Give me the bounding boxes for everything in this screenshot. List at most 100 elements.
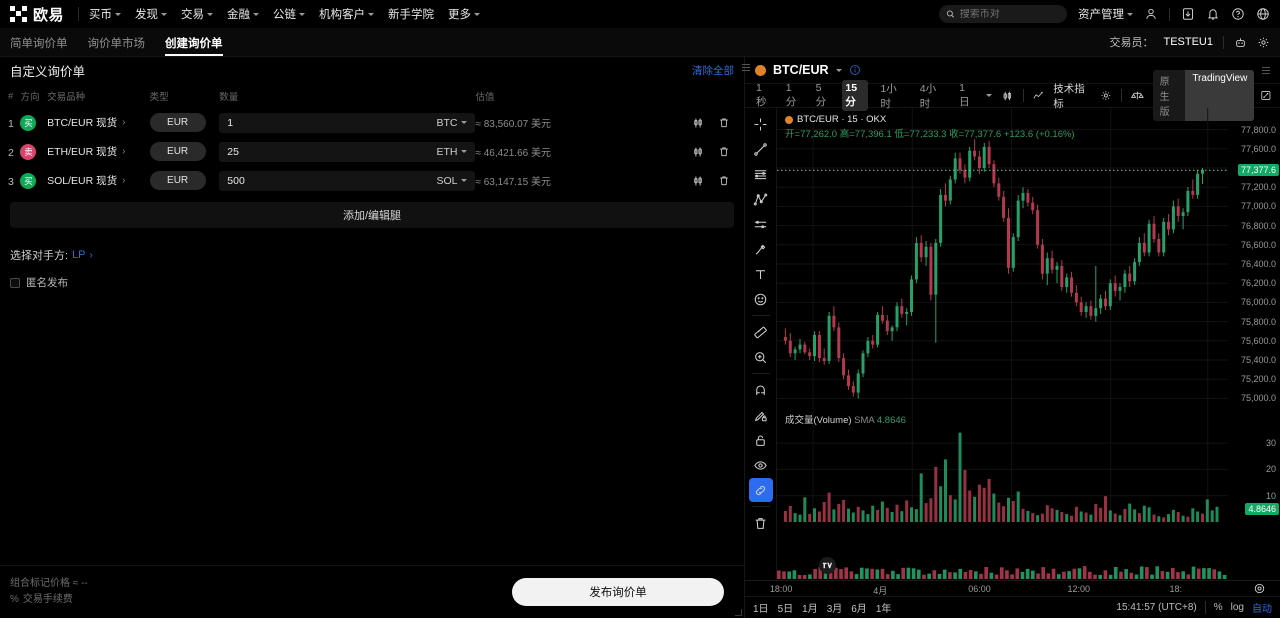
chevron-down-icon[interactable] (986, 94, 992, 97)
bell-icon[interactable] (1206, 7, 1220, 21)
scale-auto-button[interactable]: 自动 (1252, 600, 1272, 615)
scale-log-button[interactable]: log (1231, 602, 1244, 613)
panel-drag-handle[interactable] (742, 64, 750, 71)
direction-badge-buy[interactable]: 买 (20, 173, 36, 189)
delete-icon[interactable] (718, 117, 730, 129)
eye-icon[interactable] (749, 453, 773, 477)
indicators-button[interactable]: 技术指标 (1053, 81, 1091, 111)
tab-rfq-market[interactable]: 询价单市场 (88, 29, 146, 56)
chart-type-icon[interactable] (1001, 90, 1014, 102)
quantity-input[interactable] (227, 175, 436, 187)
candlestick-icon[interactable] (692, 117, 704, 129)
gear-icon[interactable] (1100, 89, 1112, 102)
range-1y[interactable]: 1年 (876, 600, 892, 615)
candlestick-chart[interactable] (777, 108, 1280, 580)
crosshair-icon[interactable] (749, 112, 773, 136)
volume-tick: 20 (1266, 464, 1276, 474)
ruler-icon[interactable] (749, 320, 773, 344)
time-axis[interactable]: 18:00 4月 06:00 12:00 18: (745, 580, 1280, 596)
brush-icon[interactable] (749, 237, 773, 261)
lock-icon[interactable] (749, 428, 773, 452)
timeframe-5m[interactable]: 5分 (813, 80, 834, 111)
anonymous-publish-row[interactable]: 匿名发布 (10, 275, 734, 290)
timeframe-1d[interactable]: 1日 (956, 80, 977, 111)
bot-icon[interactable] (1234, 36, 1247, 49)
search-input[interactable] (960, 9, 1060, 20)
anonymous-checkbox[interactable] (10, 278, 20, 288)
compare-icon[interactable] (1131, 89, 1144, 102)
quantity-field[interactable]: ETH (219, 142, 475, 162)
download-icon[interactable] (1181, 7, 1195, 21)
unit-selector[interactable]: BTC (436, 117, 467, 129)
candlestick-icon[interactable] (692, 146, 704, 158)
info-icon[interactable] (849, 64, 861, 76)
resize-handle[interactable] (735, 609, 742, 616)
range-6mo[interactable]: 6月 (851, 600, 867, 615)
time-settings-icon[interactable] (1253, 582, 1266, 595)
settlement-type-pill[interactable]: EUR (150, 171, 206, 190)
nav-item-trade[interactable]: 交易 (181, 6, 213, 22)
gear-icon[interactable] (1257, 36, 1270, 49)
nav-item-finance[interactable]: 金融 (227, 6, 259, 22)
chevron-down-icon[interactable] (836, 69, 842, 72)
quantity-field[interactable]: BTC (219, 113, 475, 133)
price-tick: 77,600.0 (1241, 144, 1276, 154)
delete-icon[interactable] (718, 146, 730, 158)
horizontal-lines-icon[interactable] (749, 162, 773, 186)
zoom-in-icon[interactable] (749, 345, 773, 369)
timeframe-15m[interactable]: 15分 (842, 80, 868, 111)
tab-simple-rfq[interactable]: 简单询价单 (10, 29, 68, 56)
publish-rfq-button[interactable]: 发布询价单 (512, 578, 724, 606)
nav-item-buy-crypto[interactable]: 买币 (89, 6, 121, 22)
nav-item-more[interactable]: 更多 (448, 6, 480, 22)
fullscreen-icon[interactable] (1260, 89, 1272, 102)
quantity-input[interactable] (227, 146, 436, 158)
nav-item-institutional[interactable]: 机构客户 (319, 6, 374, 22)
nav-item-chain[interactable]: 公链 (273, 6, 305, 22)
parallel-channel-icon[interactable] (749, 212, 773, 236)
unit-selector[interactable]: SOL (436, 175, 467, 187)
search-box[interactable] (939, 5, 1067, 23)
settlement-type-pill[interactable]: EUR (150, 113, 206, 132)
quantity-input[interactable] (227, 117, 436, 129)
text-icon[interactable] (749, 262, 773, 286)
range-3mo[interactable]: 3月 (827, 600, 843, 615)
delete-icon[interactable] (718, 175, 730, 187)
trend-line-icon[interactable] (749, 137, 773, 161)
symbol-selector[interactable]: SOL/EUR 现货 › (47, 173, 149, 188)
chart-plot[interactable]: BTC/EUR · 15 · OKX 开=77,262.0 高=77,396.1… (777, 108, 1280, 580)
help-icon[interactable] (1231, 7, 1245, 21)
candlestick-icon[interactable] (692, 175, 704, 187)
magnet-icon[interactable] (749, 378, 773, 402)
clear-all-button[interactable]: 清除全部 (692, 63, 734, 78)
emoji-icon[interactable] (749, 287, 773, 311)
timeframe-1m[interactable]: 1分 (783, 80, 804, 111)
direction-badge-buy[interactable]: 买 (20, 115, 36, 131)
pencil-lock-icon[interactable] (749, 403, 773, 427)
nav-item-academy[interactable]: 新手学院 (388, 6, 434, 22)
tab-create-rfq[interactable]: 创建询价单 (165, 29, 223, 56)
add-edit-leg-button[interactable]: 添加/编辑腿 (10, 202, 734, 228)
timeframe-1s[interactable]: 1秒 (753, 80, 774, 111)
scale-percent-button[interactable]: % (1214, 602, 1223, 613)
price-axis[interactable]: 77,800.077,600.077,400.077,200.077,000.0… (1228, 108, 1280, 580)
user-icon[interactable] (1144, 7, 1158, 21)
link-icon[interactable] (749, 478, 773, 502)
quantity-field[interactable]: SOL (219, 171, 475, 191)
chart-mini-navigator[interactable] (777, 565, 1228, 580)
nav-item-discover[interactable]: 发现 (135, 6, 167, 22)
symbol-selector[interactable]: BTC/EUR 现货 › (47, 115, 149, 130)
range-1mo[interactable]: 1月 (802, 600, 818, 615)
symbol-selector[interactable]: ETH/EUR 现货 › (47, 144, 149, 159)
globe-icon[interactable] (1256, 7, 1270, 21)
range-5d[interactable]: 5日 (778, 600, 794, 615)
counterparty-selector[interactable]: 选择对手方: LP › (10, 247, 734, 263)
direction-badge-sell[interactable]: 卖 (20, 144, 36, 160)
trash-icon[interactable] (749, 511, 773, 535)
range-1d[interactable]: 1日 (753, 600, 769, 615)
unit-selector[interactable]: ETH (436, 146, 467, 158)
settlement-type-pill[interactable]: EUR (150, 142, 206, 161)
okx-logo[interactable]: 欧易 (10, 4, 64, 25)
assets-menu[interactable]: 资产管理 (1078, 6, 1133, 22)
fib-pattern-icon[interactable] (749, 187, 773, 211)
